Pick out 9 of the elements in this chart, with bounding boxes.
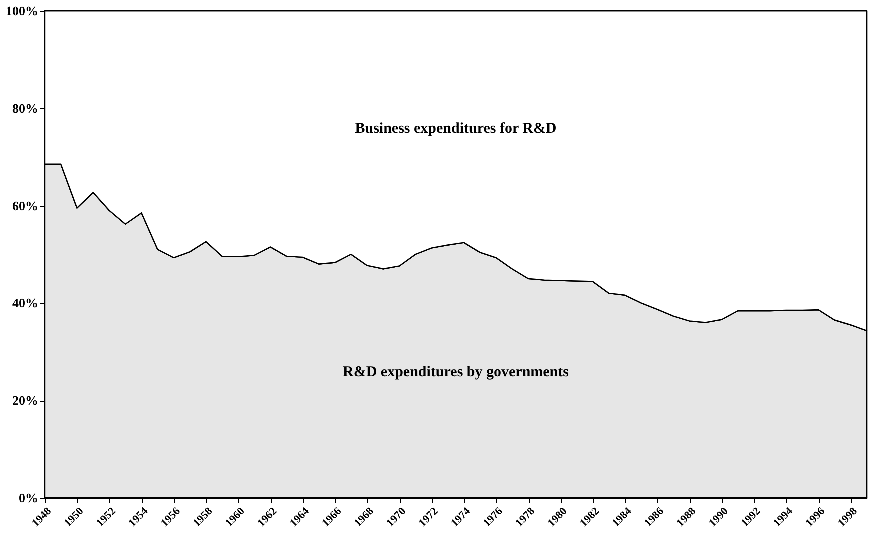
y-tick-label: 80%	[12, 100, 38, 116]
y-tick-label: 60%	[12, 198, 38, 214]
series-label: Business expenditures for R&D	[355, 121, 557, 138]
y-tick-label: 40%	[12, 296, 38, 311]
y-tick-label: 0%	[19, 490, 38, 506]
x-tick-label: 1970	[384, 505, 409, 530]
series-label: R&D expenditures by governments	[343, 364, 570, 381]
y-tick-label: 100%	[6, 4, 38, 18]
y-tick-label: 20%	[12, 393, 38, 408]
